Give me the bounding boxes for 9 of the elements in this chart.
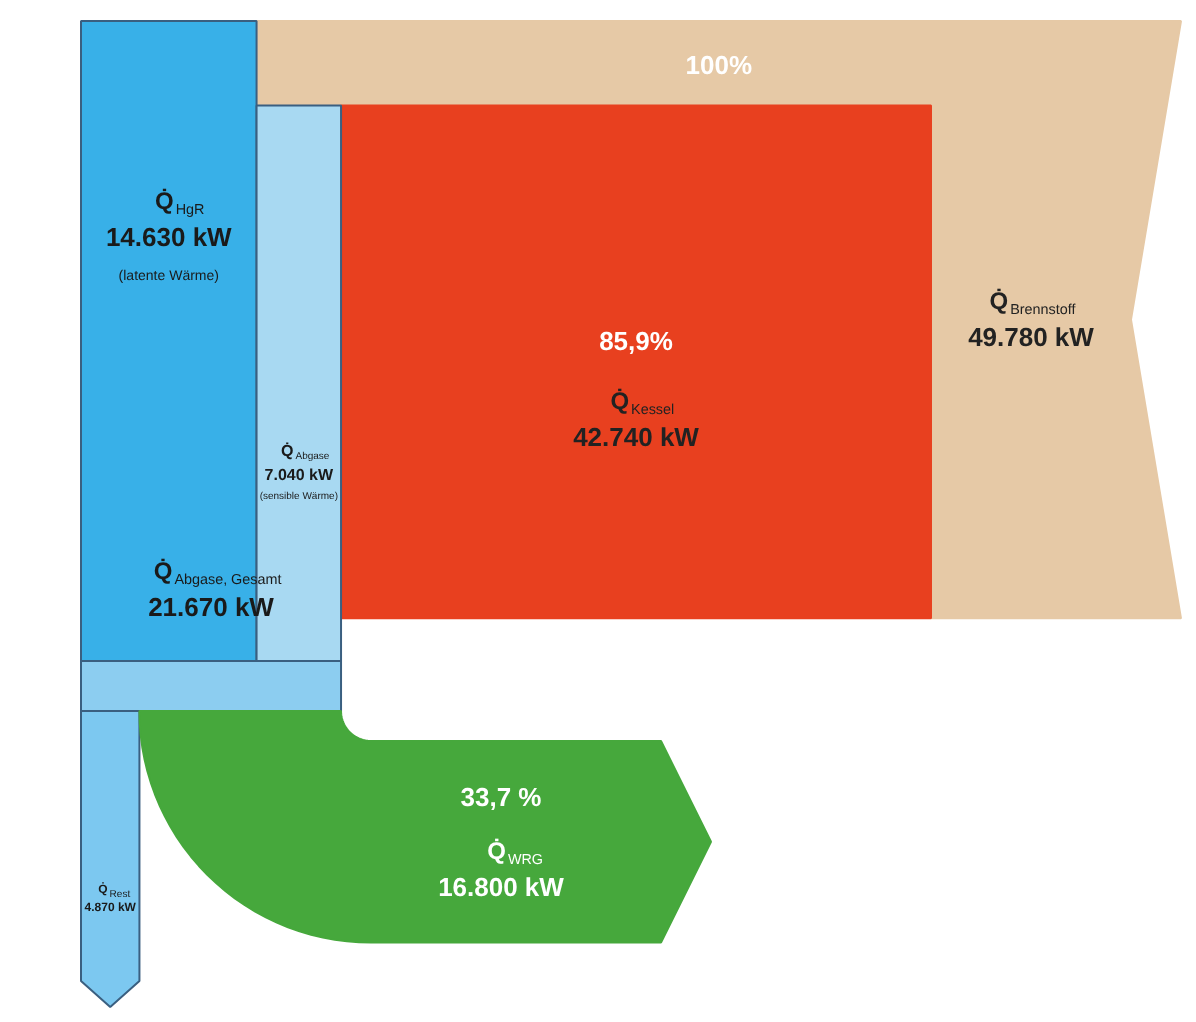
data-label: 7.040 kW: [264, 466, 334, 484]
text: 100%: [685, 50, 753, 80]
data-label: 16.800 kW: [438, 872, 566, 902]
data-label: 49.780 kW: [968, 322, 1096, 352]
data-label: 42.740 kW: [573, 422, 701, 452]
text: 85,9%: [599, 326, 674, 356]
data-label: 21.670 kW: [148, 592, 276, 622]
text: 33,7 %: [460, 782, 543, 812]
data-label: 14.630 kW: [105, 222, 234, 252]
